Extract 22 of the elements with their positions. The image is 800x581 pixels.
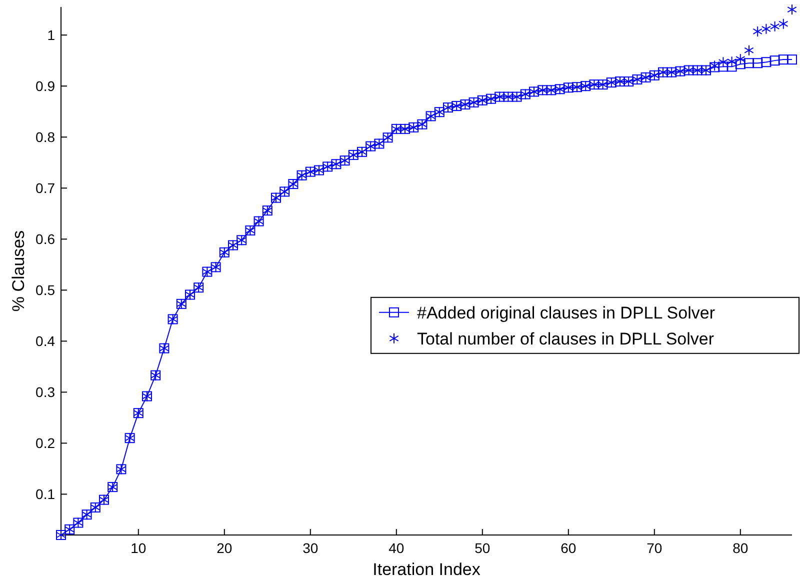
y-axis-title: % Clauses [9,230,28,312]
y-tick-label: 0.9 [36,78,56,94]
y-tick-label: 0.2 [36,435,56,452]
legend-label: #Added original clauses in DPLL Solver [417,303,716,322]
x-tick-label: 70 [646,540,662,556]
y-tick-label: 0.3 [36,384,56,400]
y-tick-label: 0.4 [36,333,56,350]
legend-label: Total number of clauses in DPLL Solver [417,329,714,348]
x-tick-label: 30 [302,540,318,556]
x-tick-label: 80 [732,540,748,556]
y-tick-label: 1 [47,26,56,43]
x-tick-label: 50 [474,540,490,556]
x-tick-label: 20 [216,540,232,556]
x-tick-label: 10 [130,540,146,556]
x-tick-label: 60 [560,540,576,556]
x-tick-label: 40 [388,540,404,556]
x-axis-title: Iteration Index [372,560,481,579]
y-tick-label: 0.8 [36,128,56,145]
y-tick-label: 0.5 [36,282,56,298]
y-tick-label: 0.7 [36,180,56,196]
y-tick-label: 0.1 [36,486,56,502]
y-tick-label: 0.6 [36,231,56,248]
